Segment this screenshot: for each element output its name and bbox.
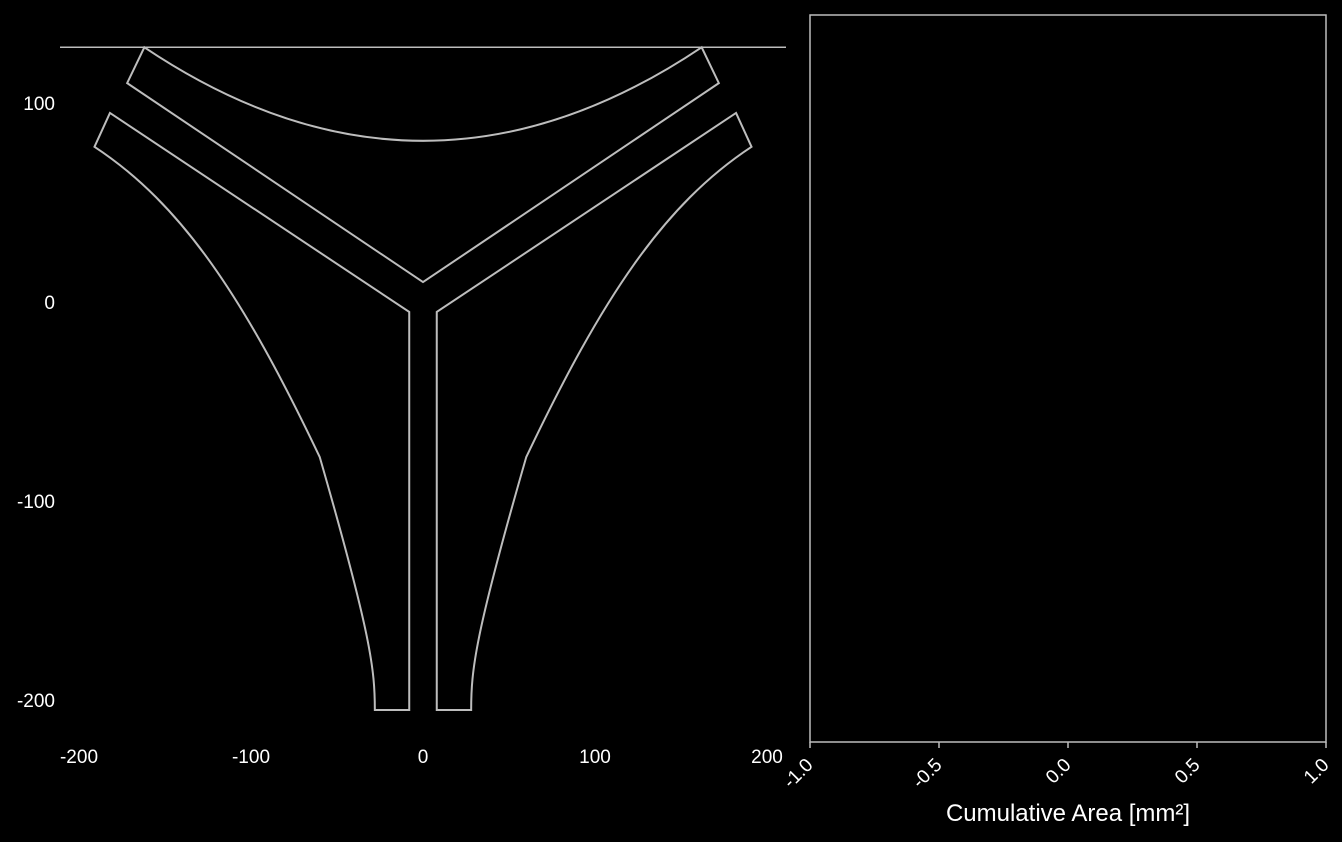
y-tick-labels: 100 0 -100 -200 [17,94,55,712]
right-outer-channel-outline [435,111,753,711]
x-tick-label: 0.0 [1042,755,1076,789]
x-tick-label: 100 [579,747,611,768]
upper-channel-outline [125,45,721,284]
y-tick-label: -200 [17,691,55,712]
x-axis-label: Cumulative Area [mm²] [946,800,1190,827]
left-outer-channel-outline [93,111,411,711]
x-tick-label: -0.5 [909,755,947,793]
x-tick-label: 1.0 [1300,755,1334,789]
geometry-plot: -200 -100 0 100 200 100 0 -100 -200 [17,45,786,768]
y-tick-label: 0 [44,293,55,314]
x-ticks [809,742,1327,748]
x-tick-labels: -1.0 -0.5 0.0 0.5 1.0 [780,755,1334,793]
y-tick-label: -100 [17,492,55,513]
x-tick-label: 0.5 [1171,755,1205,789]
x-tick-label: 0 [418,747,429,768]
plot-frame [809,14,1327,743]
x-tick-label: -200 [60,747,98,768]
y-tick-label: 100 [23,94,55,115]
x-tick-label: 200 [751,747,783,768]
x-tick-labels: -200 -100 0 100 200 [60,747,783,768]
cumulative-area-plot: -1.0 -0.5 0.0 0.5 1.0 Cumulative Area [mm²] [780,14,1334,827]
x-tick-label: -100 [232,747,270,768]
x-tick-label: -1.0 [780,755,818,793]
channel-outlines [93,45,753,711]
